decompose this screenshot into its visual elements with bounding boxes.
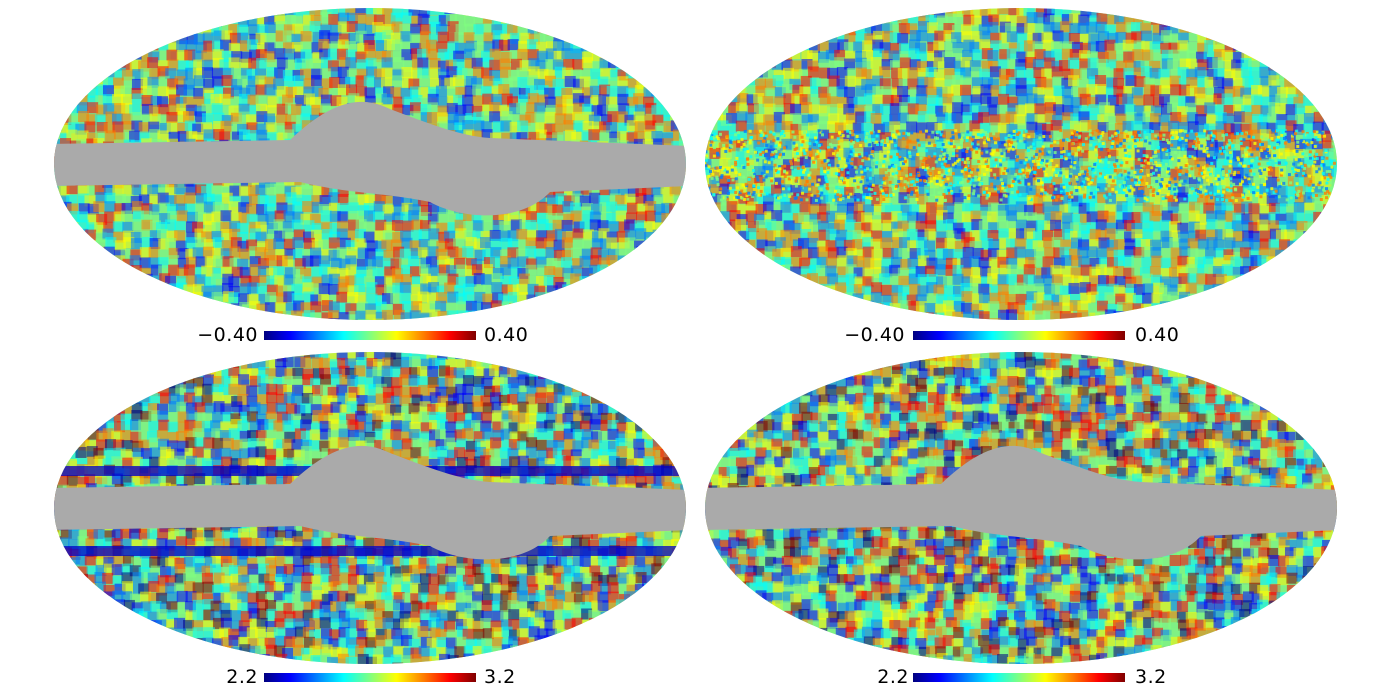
- colorbar: [913, 331, 1125, 340]
- mollweide-map: [54, 8, 686, 320]
- map-panel-bottom-right: 2.2 3.2: [701, 349, 1351, 698]
- mollweide-map: [54, 352, 686, 664]
- colorbar-row: 2.2 3.2: [50, 665, 700, 695]
- colorbar-min-label: −0.40: [197, 324, 258, 346]
- colorbar-row: −0.40 0.40: [701, 323, 1351, 353]
- colorbar-row: −0.40 0.40: [50, 323, 700, 353]
- mollweide-map: [705, 352, 1337, 664]
- colorbar: [913, 673, 1125, 682]
- colorbar-max-label: 3.2: [484, 666, 516, 688]
- colorbar-min-label: 2.2: [226, 666, 258, 688]
- mollweide-map: [705, 8, 1337, 320]
- map-panel-top-right: −0.40 0.40: [701, 5, 1351, 354]
- colorbar: [264, 673, 476, 682]
- colorbar-max-label: 0.40: [484, 324, 529, 346]
- colorbar-row: 2.2 3.2: [701, 665, 1351, 695]
- colorbar-max-label: 0.40: [1135, 324, 1180, 346]
- colorbar: [264, 331, 476, 340]
- colorbar-min-label: 2.2: [877, 666, 909, 688]
- map-panel-bottom-left: 2.2 3.2: [50, 349, 700, 698]
- map-panel-top-left: −0.40 0.40: [50, 5, 700, 354]
- colorbar-max-label: 3.2: [1135, 666, 1167, 688]
- colorbar-min-label: −0.40: [844, 324, 905, 346]
